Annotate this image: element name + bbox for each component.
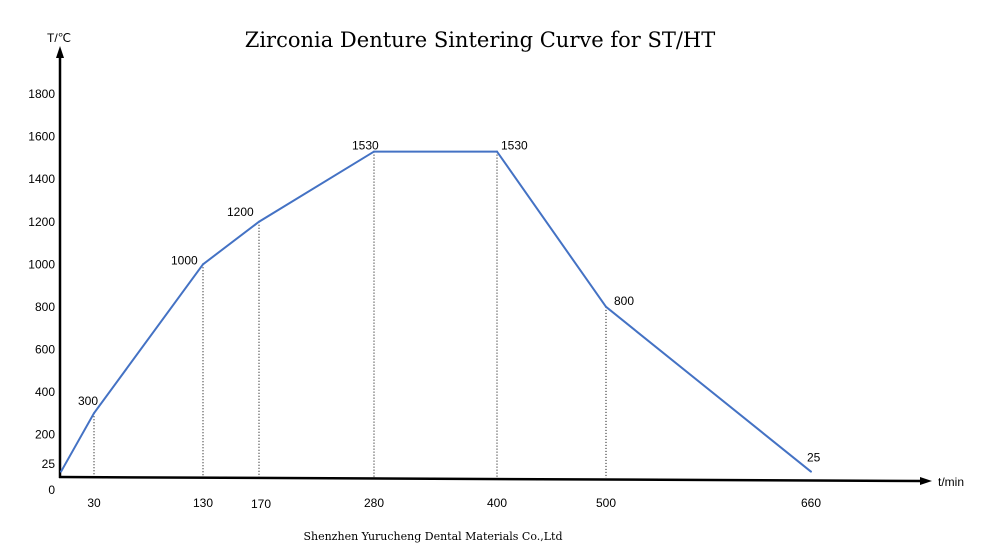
data-point bbox=[605, 305, 607, 308]
x-axis-arrow bbox=[920, 477, 932, 485]
x-tick-label: 400 bbox=[487, 496, 507, 510]
x-tick-label: 280 bbox=[364, 496, 384, 510]
y-tick-label: 1600 bbox=[28, 130, 55, 144]
point-label: 1200 bbox=[227, 205, 254, 219]
point-label: 1000 bbox=[171, 253, 198, 267]
data-point bbox=[202, 263, 204, 266]
y-axis-arrow bbox=[56, 46, 64, 58]
y-tick-label: 400 bbox=[35, 385, 55, 399]
data-point bbox=[373, 150, 375, 153]
sintering-curve bbox=[60, 150, 812, 473]
data-point bbox=[258, 220, 260, 223]
y-tick-label: 800 bbox=[35, 300, 55, 314]
point-label: 300 bbox=[78, 394, 98, 408]
x-tick-label: 30 bbox=[87, 496, 101, 510]
point-label: 25 bbox=[807, 451, 821, 465]
x-tick-label: 660 bbox=[801, 496, 821, 510]
chart-title: Zirconia Denture Sintering Curve for ST/… bbox=[245, 28, 716, 52]
y-tick-label: 1200 bbox=[28, 215, 55, 229]
point-label: 1530 bbox=[352, 139, 379, 153]
y-tick-label: 200 bbox=[35, 427, 55, 441]
x-tick-label: 500 bbox=[596, 496, 616, 510]
data-point bbox=[496, 150, 498, 153]
point-label: 800 bbox=[614, 294, 634, 308]
y-tick-label: 1000 bbox=[28, 257, 55, 271]
y-axis-label: T/℃ bbox=[47, 31, 71, 45]
x-tick-label: 130 bbox=[193, 496, 213, 510]
y-tick-label: 0 bbox=[48, 483, 55, 497]
y-tick-label: 25 bbox=[42, 457, 56, 471]
x-axis-label: t/min bbox=[938, 475, 964, 489]
data-point bbox=[810, 470, 812, 473]
footer-company: Shenzhen Yurucheng Dental Materials Co.,… bbox=[303, 530, 562, 543]
y-tick-label: 1800 bbox=[28, 87, 55, 101]
y-tick-label: 1400 bbox=[28, 172, 55, 186]
data-point bbox=[60, 470, 62, 473]
data-point bbox=[93, 412, 95, 415]
x-axis bbox=[58, 475, 923, 483]
y-tick-label: 600 bbox=[35, 342, 55, 356]
x-tick-label: 170 bbox=[251, 497, 271, 511]
point-label: 1530 bbox=[501, 139, 528, 153]
